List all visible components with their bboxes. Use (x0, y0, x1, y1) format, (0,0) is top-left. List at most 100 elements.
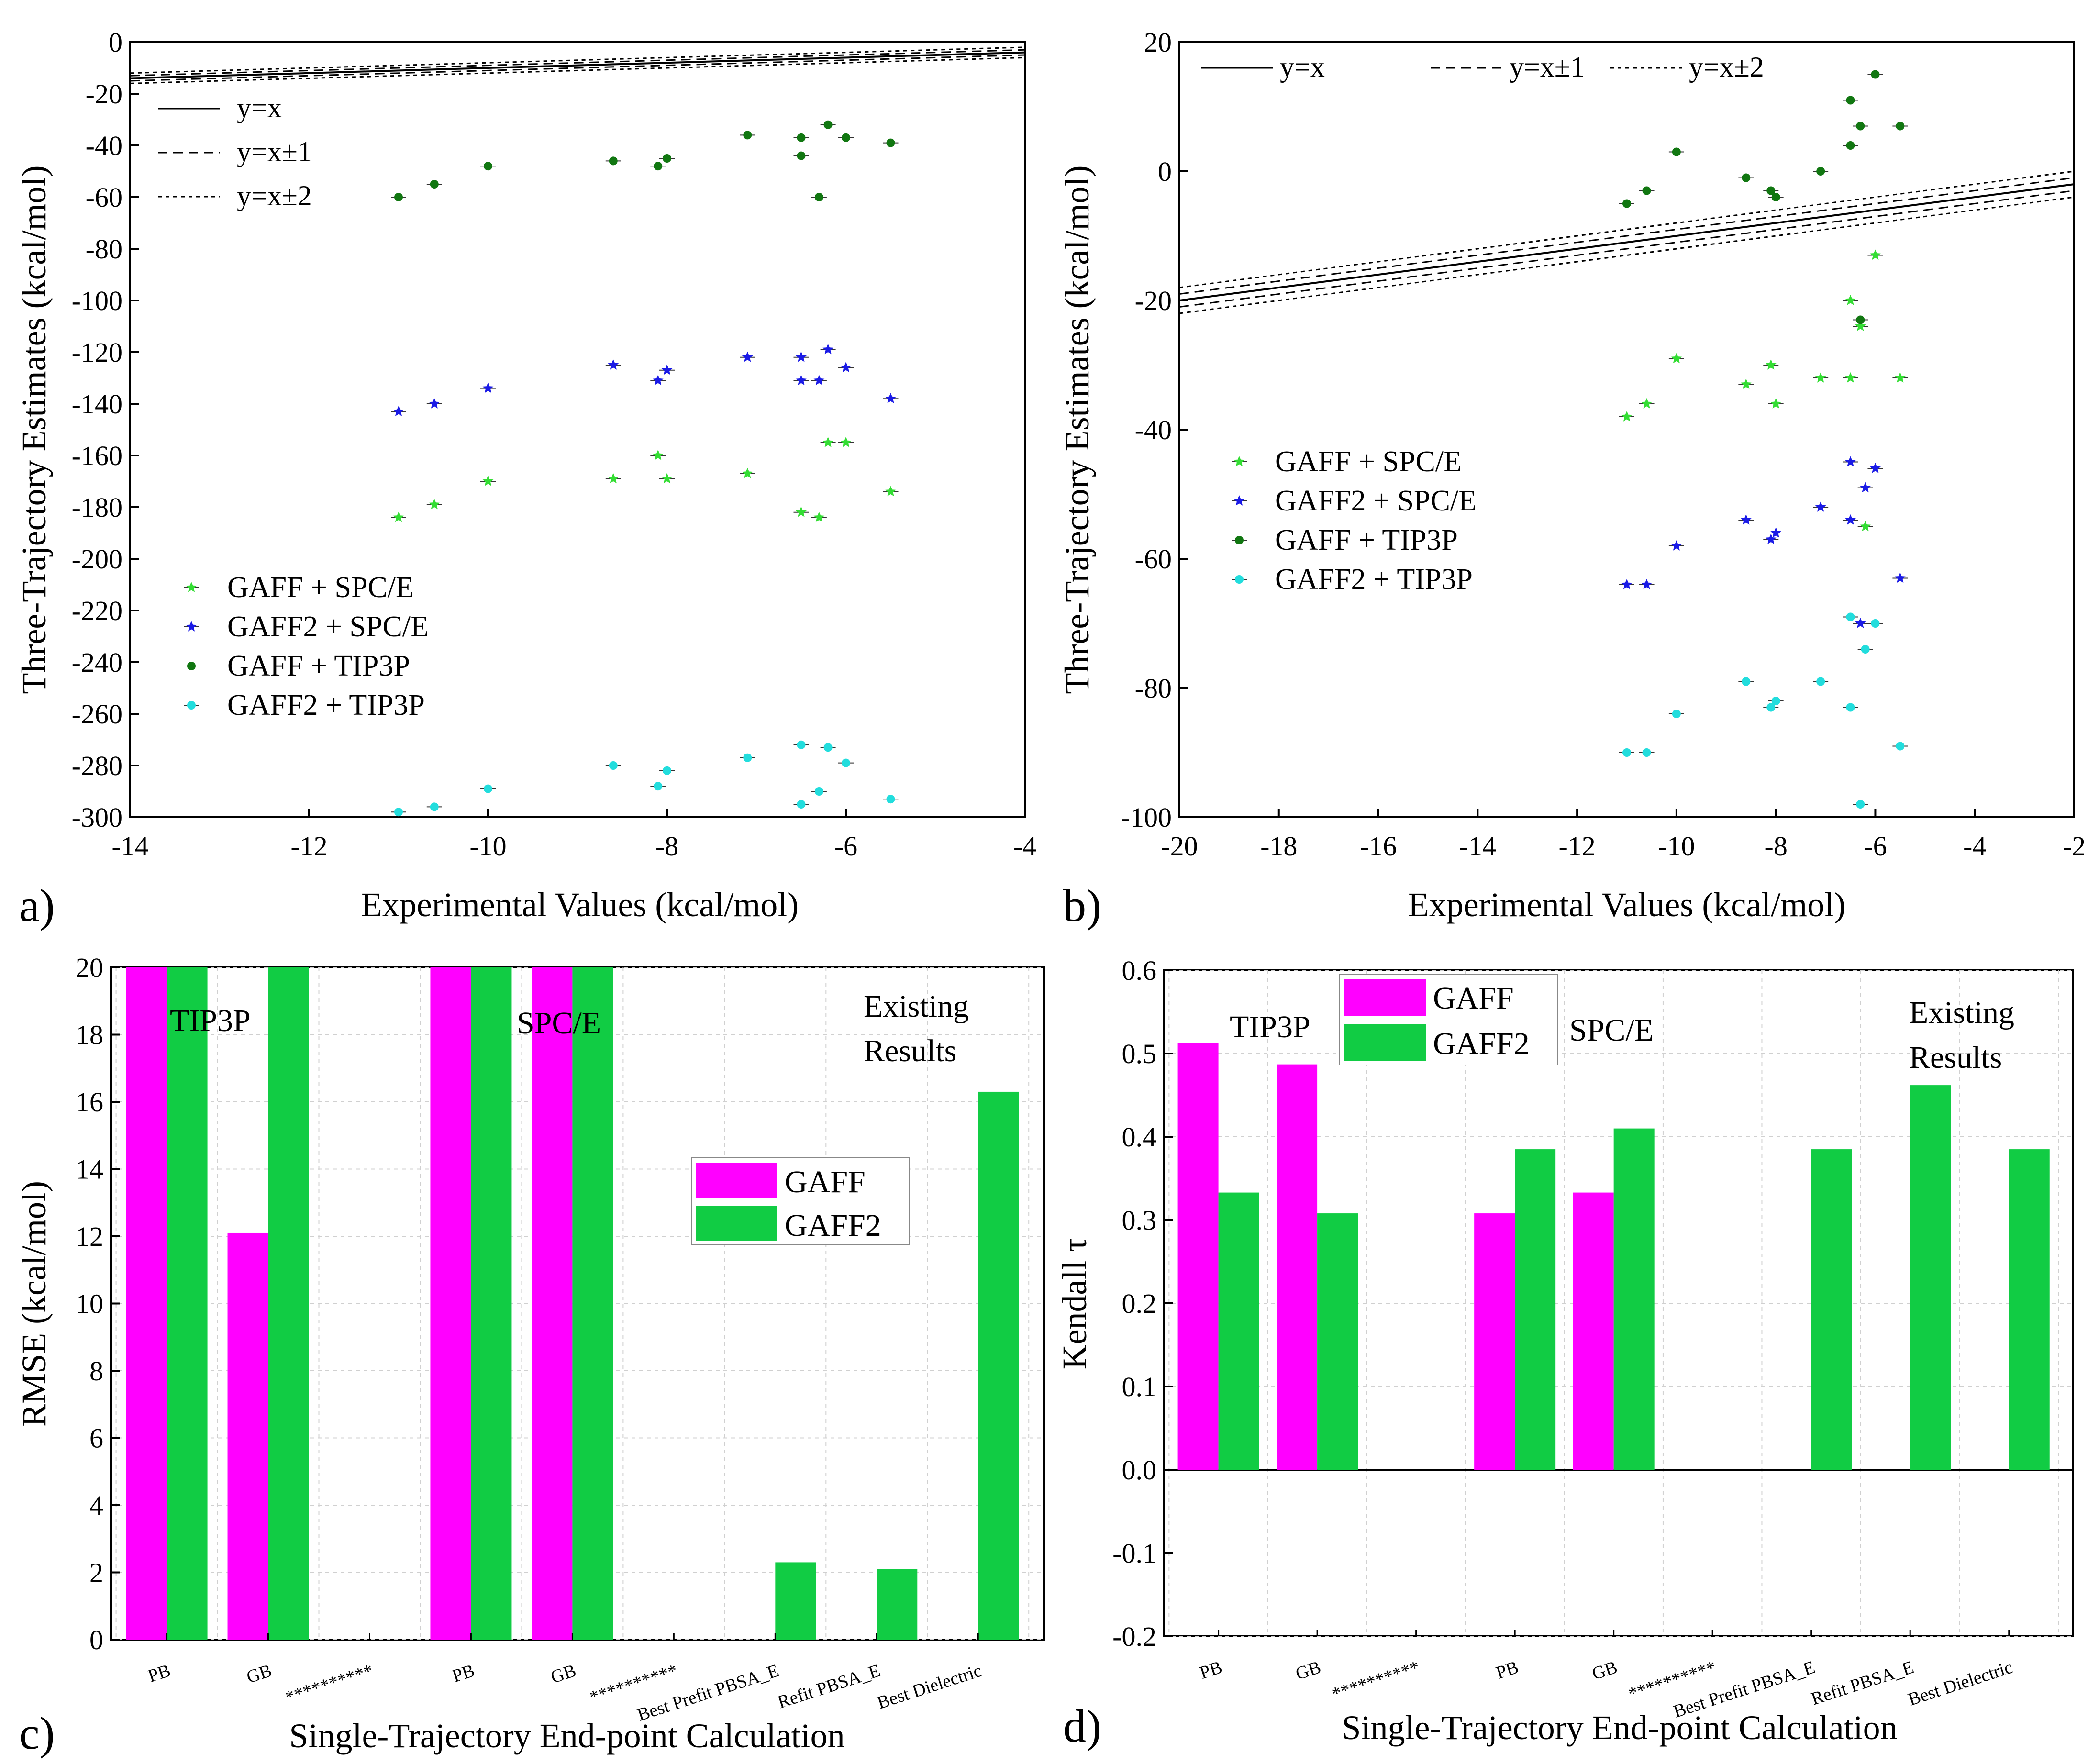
line-legend-label: y=x±2 (237, 180, 312, 211)
data-point (1642, 748, 1651, 757)
y-tick-label: 8 (89, 1355, 103, 1387)
data-point (796, 375, 807, 386)
data-point (1855, 618, 1866, 628)
data-point (797, 740, 806, 749)
bar (532, 967, 573, 1640)
panel-a-letter: a) (19, 880, 55, 931)
data-point (654, 162, 663, 171)
y-tick-label: 0.0 (1122, 1454, 1157, 1486)
x-tick-label: -18 (1260, 831, 1297, 862)
data-point (661, 364, 673, 375)
panel-d-x-axis-label: Single-Trajectory End-point Calculation (1342, 1709, 1897, 1747)
y-tick-label: -160 (72, 440, 122, 471)
data-point (1896, 122, 1905, 131)
data-point (797, 151, 806, 160)
data-point (814, 193, 823, 201)
reference-line (130, 54, 1025, 82)
bar (1277, 1064, 1318, 1470)
panel-b: -20 -18 -16 -14 -12 -10 -8 -6 -4 -2 20 0 -20 -40 -60 -… (1058, 27, 2086, 931)
data-point (1895, 372, 1906, 383)
bar (1177, 1043, 1219, 1470)
legend-swatch (1344, 1024, 1426, 1061)
data-point (429, 499, 440, 510)
legend-marker (186, 582, 197, 592)
y-tick-label: -180 (72, 492, 122, 523)
y-tick-label: 0.2 (1122, 1288, 1157, 1319)
y-tick-label: 0.4 (1122, 1121, 1157, 1153)
panel-d-y-axis-label: Kendall τ (1055, 1238, 1094, 1370)
data-point (1860, 482, 1871, 493)
data-point (1846, 96, 1855, 105)
data-point (1621, 579, 1633, 589)
x-tick-label: -12 (1558, 831, 1595, 862)
bar (167, 967, 208, 1640)
legend-marker (187, 701, 196, 710)
x-tick-label: GB (244, 1661, 274, 1687)
data-point (1846, 612, 1855, 621)
data-point (1642, 186, 1651, 195)
bar (1573, 1192, 1614, 1470)
data-point (1622, 199, 1631, 208)
data-point (1672, 710, 1681, 718)
panel-a-x-axis-label: Experimental Values (kcal/mol) (361, 886, 799, 924)
data-point (823, 120, 833, 129)
data-point (1846, 141, 1855, 150)
data-point (1860, 521, 1871, 532)
data-point (1815, 372, 1826, 383)
data-point (608, 473, 619, 484)
data-point (1871, 619, 1880, 628)
x-tick-label: ********** (283, 1661, 376, 1708)
data-point (813, 511, 825, 522)
data-point (1766, 186, 1776, 195)
bar (126, 967, 167, 1640)
y-tick-label: 6 (89, 1423, 103, 1454)
panel-b-x-ticks: -20 -18 -16 -14 -12 -10 -8 -6 -4 -2 (1161, 809, 2086, 862)
legend-label: GAFF + SPC/E (1275, 445, 1462, 478)
panel-c-bars (126, 967, 1019, 1640)
legend-label: GAFF2 + SPC/E (227, 610, 429, 643)
y-tick-label: 0 (89, 1624, 103, 1655)
bar (1474, 1213, 1515, 1470)
data-point (1816, 167, 1825, 176)
data-point (652, 450, 664, 460)
data-point (742, 351, 753, 362)
reference-line (1179, 183, 2075, 301)
legend-marker (1233, 495, 1245, 506)
data-point (796, 351, 807, 362)
data-point (1771, 193, 1780, 201)
data-point (1846, 703, 1855, 712)
data-point (394, 193, 403, 201)
data-point (1671, 540, 1682, 551)
panel-d-letter: d) (1063, 1700, 1101, 1752)
y-tick-label: 0.6 (1122, 955, 1157, 986)
x-tick-label: GB (1293, 1657, 1323, 1684)
panel-d-annotation-existing: Existing (1909, 995, 2014, 1030)
data-point (796, 506, 807, 517)
y-tick-label: -260 (72, 699, 122, 730)
x-tick-label: -10 (469, 831, 506, 862)
panel-d-annotation-spce: SPC/E (1569, 1013, 1654, 1048)
x-tick-label: Refit PBSA_E (775, 1661, 883, 1713)
reference-line (1179, 196, 2075, 314)
y-tick-label: 0 (109, 27, 122, 58)
legend-label: GAFF + TIP3P (1275, 524, 1458, 556)
x-tick-label: -4 (1963, 831, 1986, 862)
data-point (1671, 353, 1682, 364)
bar (1317, 1213, 1358, 1470)
panel-b-plot-area (1178, 41, 2075, 818)
data-point (430, 180, 439, 189)
legend-label: GAFF + TIP3P (227, 650, 410, 682)
y-tick-label: 20 (76, 952, 103, 983)
y-tick-label: -20 (86, 78, 122, 110)
y-tick-label: -0.1 (1112, 1538, 1156, 1569)
x-tick-label: PB (450, 1661, 477, 1686)
x-tick-label: -8 (655, 831, 678, 862)
bar (1910, 1085, 1951, 1470)
y-tick-label: 10 (76, 1288, 103, 1320)
line-legend-label: y=x (237, 92, 282, 123)
data-point (842, 133, 850, 142)
x-tick-label: -4 (1013, 831, 1036, 862)
data-point (797, 133, 806, 142)
legend-label: GAFF2 (1433, 1026, 1530, 1061)
data-point (1845, 372, 1856, 383)
